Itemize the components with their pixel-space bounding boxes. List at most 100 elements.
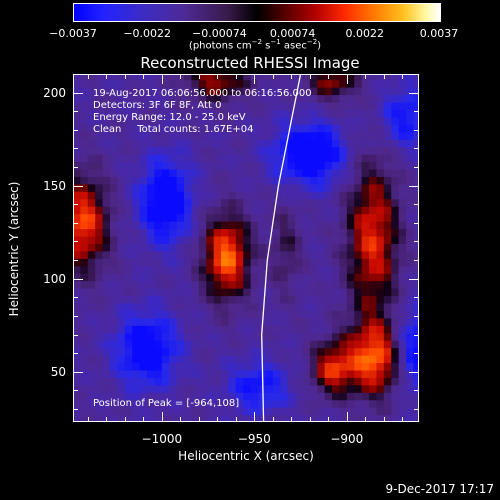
heatmap-cell: [302, 191, 311, 200]
heatmap-cell: [147, 139, 156, 148]
heatmap-cell: [117, 399, 126, 408]
heatmap-cell: [339, 302, 348, 311]
heatmap-cell: [302, 109, 311, 118]
heatmap-cell: [302, 265, 311, 274]
heatmap-cell: [102, 369, 111, 378]
heatmap-cell: [361, 198, 370, 207]
heatmap-cell: [272, 258, 281, 267]
heatmap-cell: [154, 131, 163, 140]
heatmap-cell: [295, 235, 304, 244]
heatmap-cell: [383, 340, 392, 349]
heatmap-cell: [317, 265, 326, 274]
heatmap-cell: [280, 206, 289, 215]
heatmap-cell: [332, 191, 341, 200]
heatmap-cell: [110, 317, 119, 326]
heatmap-cell: [154, 198, 163, 207]
heatmap-cell: [95, 139, 104, 148]
heatmap-cell: [206, 176, 215, 185]
heatmap-cell: [413, 87, 419, 96]
heatmap-cell: [139, 310, 148, 319]
heatmap-cell: [228, 131, 237, 140]
heatmap-cell: [250, 347, 259, 356]
heatmap-cell: [413, 347, 419, 356]
heatmap-cell: [332, 399, 341, 408]
heatmap-cell: [139, 302, 148, 311]
heatmap-cell: [250, 273, 259, 282]
heatmap-cell: [221, 131, 230, 140]
heatmap-cell: [354, 392, 363, 401]
heatmap-cell: [124, 369, 133, 378]
heatmap-cell: [383, 221, 392, 230]
heatmap-cell: [228, 392, 237, 401]
heatmap-cell: [198, 131, 207, 140]
heatmap-cell: [235, 384, 244, 393]
heatmap-cell: [406, 87, 415, 96]
heatmap-cell: [139, 124, 148, 133]
heatmap-cell: [176, 94, 185, 103]
heatmap-cell: [376, 302, 385, 311]
heatmap-cell: [169, 377, 178, 386]
heatmap-cell: [369, 340, 378, 349]
heatmap-cell: [413, 146, 419, 155]
heatmap-cell: [154, 124, 163, 133]
heatmap-cell: [309, 198, 318, 207]
heatmap-cell: [309, 399, 318, 408]
heatmap-cell: [302, 369, 311, 378]
heatmap-cell: [161, 124, 170, 133]
x-tick-bottom: [161, 412, 163, 422]
heatmap-cell: [354, 377, 363, 386]
heatmap-cell: [213, 101, 222, 110]
heatmap-cell: [110, 116, 119, 125]
heatmap-cell: [287, 288, 296, 297]
heatmap-cell: [361, 161, 370, 170]
heatmap-cell: [235, 228, 244, 237]
heatmap-cell: [287, 198, 296, 207]
heatmap-cell: [287, 87, 296, 96]
heatmap-cell: [132, 161, 141, 170]
y-minor-tick-left: [73, 148, 78, 150]
heatmap-cell: [413, 295, 419, 304]
heatmap-cell: [117, 87, 126, 96]
heatmap-cell: [102, 355, 111, 364]
heatmap-cell: [354, 355, 363, 364]
y-tick-right: [409, 278, 419, 280]
heatmap-cell: [309, 124, 318, 133]
heatmap-cell: [339, 87, 348, 96]
heatmap-cell: [139, 109, 148, 118]
heatmap-cell: [361, 384, 370, 393]
heatmap-cell: [339, 399, 348, 408]
heatmap-cell: [332, 228, 341, 237]
heatmap-cell: [383, 355, 392, 364]
heatmap-cell: [258, 221, 267, 230]
heatmap-cell: [265, 183, 274, 192]
heatmap-cell: [206, 191, 215, 200]
heatmap-cell: [295, 176, 304, 185]
heatmap-cell: [117, 369, 126, 378]
x-minor-tick-top: [217, 74, 219, 79]
heatmap-cell: [169, 168, 178, 177]
heatmap-cell: [228, 384, 237, 393]
heatmap-cell: [369, 243, 378, 252]
heatmap-cell: [80, 340, 89, 349]
heatmap-cell: [339, 258, 348, 267]
heatmap-cell: [243, 79, 252, 88]
heatmap-cell: [339, 161, 348, 170]
heatmap-cell: [206, 74, 215, 81]
heatmap-cell: [369, 176, 378, 185]
heatmap-cell: [73, 392, 81, 401]
heatmap-cell: [87, 280, 96, 289]
heatmap-cell: [317, 109, 326, 118]
x-minor-tick-bottom: [106, 417, 108, 422]
heatmap-cell: [302, 198, 311, 207]
heatmap-cell: [176, 243, 185, 252]
heatmap-cell: [354, 94, 363, 103]
heatmap-cell: [95, 79, 104, 88]
heatmap-cell: [221, 325, 230, 334]
heatmap-cell: [87, 362, 96, 371]
heatmap-cell: [110, 109, 119, 118]
heatmap-cell: [184, 154, 193, 163]
heatmap-cell: [139, 176, 148, 185]
heatmap-cell: [383, 213, 392, 222]
heatmap-cell: [73, 399, 81, 408]
heatmap-cell: [147, 340, 156, 349]
